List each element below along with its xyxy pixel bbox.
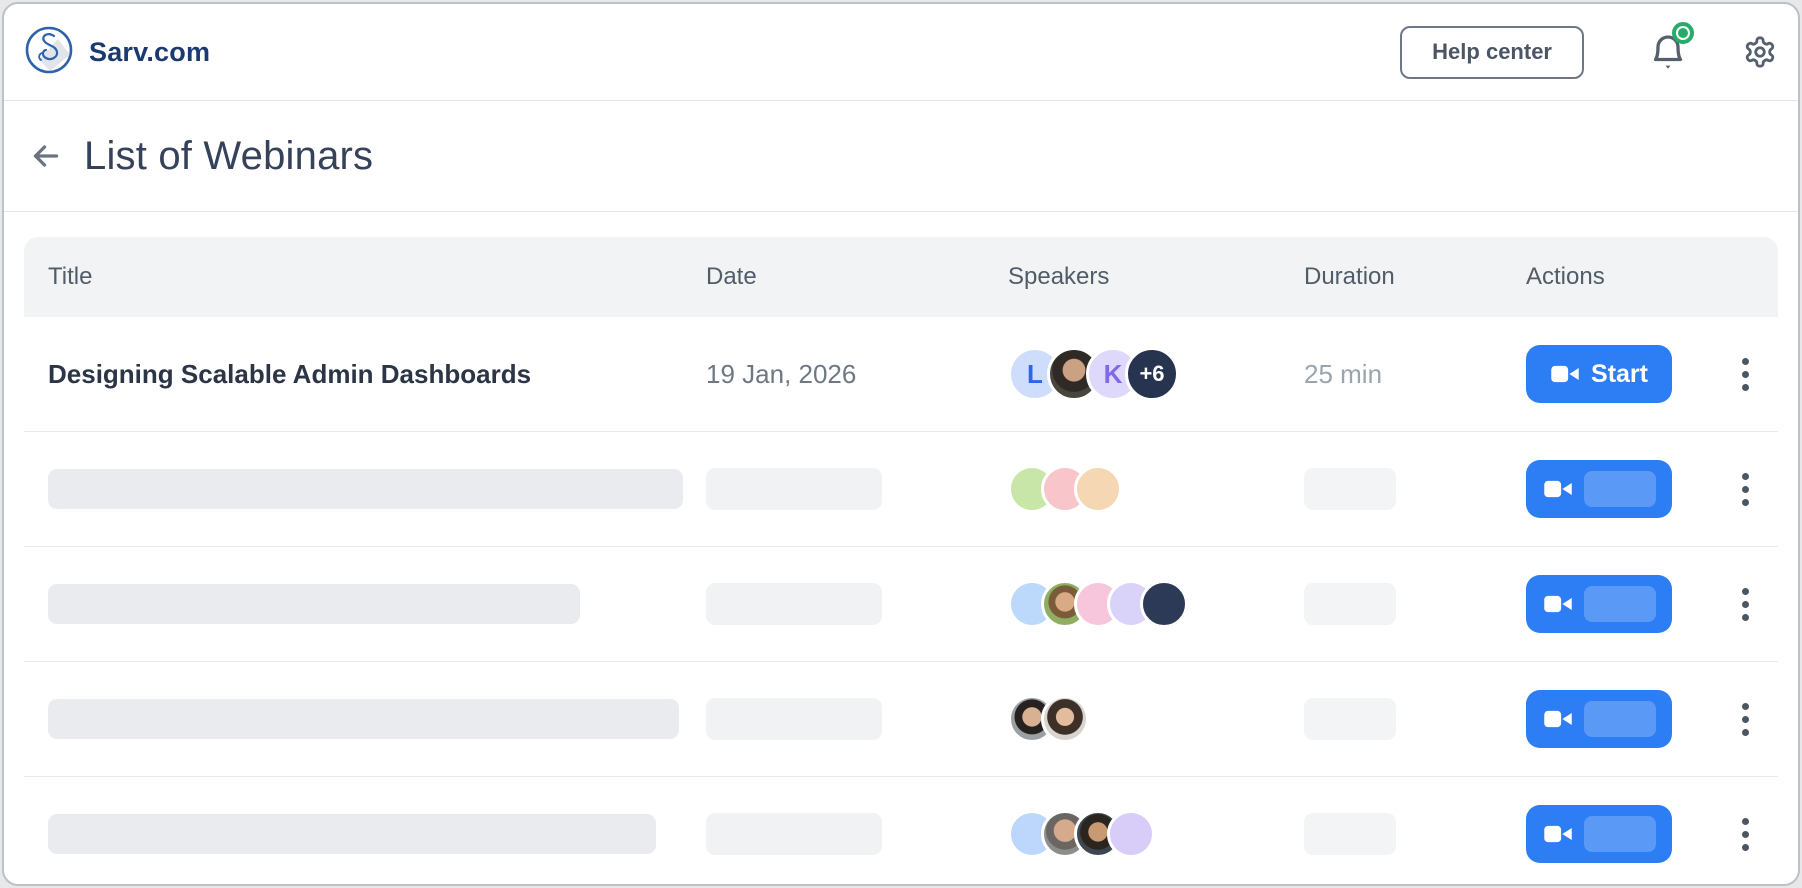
speakers-avatar-group: L K +6 bbox=[982, 347, 1280, 401]
video-camera-icon bbox=[1543, 710, 1572, 728]
actions-cell bbox=[1502, 805, 1778, 863]
webinar-duration: 25 min bbox=[1304, 358, 1383, 389]
row-menu-button[interactable] bbox=[1728, 807, 1762, 861]
avatar-color bbox=[1140, 580, 1188, 628]
page-header: List of Webinars bbox=[4, 101, 1798, 212]
actions-cell bbox=[1502, 460, 1778, 518]
table-row bbox=[24, 547, 1778, 662]
notification-badge bbox=[1672, 22, 1694, 44]
speakers-avatar-group bbox=[982, 695, 1280, 743]
column-header-date: Date bbox=[706, 263, 757, 290]
start-button-label: Start bbox=[1591, 359, 1648, 388]
settings-button[interactable] bbox=[1743, 35, 1777, 69]
content-area: Title Date Speakers Duration Actions Des… bbox=[4, 212, 1798, 884]
row-menu-button[interactable] bbox=[1728, 692, 1762, 746]
table-row bbox=[24, 777, 1778, 884]
speakers-avatar-group bbox=[982, 810, 1280, 858]
sarv-logo-icon bbox=[24, 25, 74, 80]
row-menu-button[interactable] bbox=[1728, 577, 1762, 631]
start-button[interactable] bbox=[1526, 690, 1672, 748]
webinar-date: 19 Jan, 2026 bbox=[706, 358, 857, 389]
skeleton-button-label bbox=[1583, 816, 1656, 852]
video-camera-icon bbox=[1543, 825, 1572, 843]
speakers-avatar-group bbox=[982, 465, 1280, 513]
table-header-row: Title Date Speakers Duration Actions bbox=[24, 237, 1778, 317]
brand-name: Sarv.com bbox=[89, 36, 211, 67]
skeleton-duration-bar bbox=[1304, 583, 1396, 625]
video-camera-icon bbox=[1551, 365, 1579, 383]
table-row bbox=[24, 432, 1778, 547]
speakers-avatar-group bbox=[982, 580, 1280, 628]
avatar-photo bbox=[1041, 695, 1089, 743]
column-header-title: Title bbox=[48, 263, 93, 290]
column-header-actions: Actions bbox=[1526, 263, 1605, 290]
row-menu-button[interactable] bbox=[1728, 462, 1762, 516]
skeleton-duration-bar bbox=[1304, 813, 1396, 855]
skeleton-date-bar bbox=[706, 468, 882, 510]
topbar-actions: Help center bbox=[1400, 22, 1777, 79]
skeleton-duration-bar bbox=[1304, 698, 1396, 740]
start-button[interactable]: Start bbox=[1526, 345, 1672, 403]
skeleton-button-label bbox=[1583, 471, 1656, 507]
skeleton-duration-bar bbox=[1304, 468, 1396, 510]
start-button[interactable] bbox=[1526, 460, 1672, 518]
start-button[interactable] bbox=[1526, 575, 1672, 633]
help-center-button[interactable]: Help center bbox=[1400, 25, 1584, 79]
table-row: Designing Scalable Admin Dashboards 19 J… bbox=[24, 317, 1778, 432]
skeleton-date-bar bbox=[706, 698, 882, 740]
brand: Sarv.com bbox=[24, 25, 210, 80]
help-center-label: Help center bbox=[1432, 39, 1552, 64]
skeleton-date-bar bbox=[706, 813, 882, 855]
actions-cell bbox=[1502, 690, 1778, 748]
skeleton-date-bar bbox=[706, 583, 882, 625]
skeleton-title-bar bbox=[48, 584, 580, 624]
skeleton-title-bar bbox=[48, 469, 683, 509]
top-bar: Sarv.com Help center bbox=[4, 4, 1798, 101]
avatar-color bbox=[1074, 465, 1122, 513]
actions-cell: Start bbox=[1502, 345, 1778, 403]
actions-cell bbox=[1502, 575, 1778, 633]
table-row bbox=[24, 662, 1778, 777]
webinars-table: Title Date Speakers Duration Actions Des… bbox=[24, 237, 1778, 884]
page-title: List of Webinars bbox=[84, 133, 374, 178]
skeleton-button-label bbox=[1583, 701, 1656, 737]
back-button[interactable] bbox=[24, 134, 68, 178]
row-menu-button[interactable] bbox=[1728, 347, 1762, 401]
start-button[interactable] bbox=[1526, 805, 1672, 863]
webinar-title: Designing Scalable Admin Dashboards bbox=[48, 358, 532, 389]
column-header-speakers: Speakers bbox=[1008, 263, 1110, 290]
video-camera-icon bbox=[1543, 480, 1572, 498]
avatar-color bbox=[1107, 810, 1155, 858]
notifications-button[interactable] bbox=[1648, 22, 1694, 74]
skeleton-button-label bbox=[1583, 586, 1656, 622]
video-camera-icon bbox=[1543, 595, 1572, 613]
column-header-duration: Duration bbox=[1304, 263, 1395, 290]
skeleton-title-bar bbox=[48, 814, 656, 854]
avatar-overflow-count: +6 bbox=[1125, 347, 1179, 401]
skeleton-title-bar bbox=[48, 699, 679, 739]
